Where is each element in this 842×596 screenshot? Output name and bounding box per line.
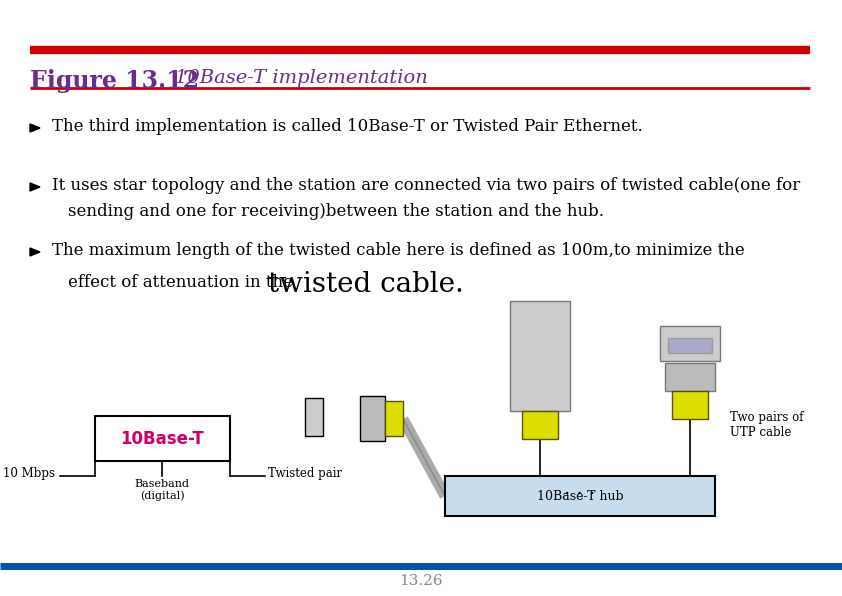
Text: Two pairs of
UTP cable: Two pairs of UTP cable xyxy=(730,411,803,439)
Text: Twisted pair: Twisted pair xyxy=(268,467,342,480)
Polygon shape xyxy=(30,248,40,256)
Bar xyxy=(672,391,708,419)
Text: It uses star topology and the station are connected via two pairs of twisted cab: It uses star topology and the station ar… xyxy=(52,177,800,194)
Bar xyxy=(510,301,570,411)
Bar xyxy=(665,363,715,391)
Text: The maximum length of the twisted cable here is defined as 100m,to minimize the: The maximum length of the twisted cable … xyxy=(52,242,745,259)
Text: sending and one for receiving)between the station and the hub.: sending and one for receiving)between th… xyxy=(68,203,604,220)
Bar xyxy=(360,396,385,441)
Bar xyxy=(522,411,558,439)
Text: twisted cable.: twisted cable. xyxy=(268,271,464,298)
Polygon shape xyxy=(30,124,40,132)
Text: 10Base-T hub: 10Base-T hub xyxy=(536,489,623,502)
Text: Figure 13.12: Figure 13.12 xyxy=(30,69,199,93)
Text: · · ·: · · · xyxy=(564,485,595,504)
Bar xyxy=(445,476,715,516)
Bar xyxy=(385,401,403,436)
Polygon shape xyxy=(30,183,40,191)
Text: 10Base-T: 10Base-T xyxy=(120,430,205,448)
Bar xyxy=(660,326,720,361)
Text: 10 Mbps: 10 Mbps xyxy=(3,467,55,480)
Bar xyxy=(95,416,230,461)
Text: Baseband
(digital): Baseband (digital) xyxy=(135,479,189,501)
Text: 13.26: 13.26 xyxy=(399,574,443,588)
Text: effect of attenuation in the: effect of attenuation in the xyxy=(68,274,298,291)
Bar xyxy=(305,398,323,436)
Text: The third implementation is called 10Base-T or Twisted Pair Ethernet.: The third implementation is called 10Bas… xyxy=(52,118,642,135)
Text: 10Base-T implementation: 10Base-T implementation xyxy=(175,69,428,87)
Bar xyxy=(668,338,712,353)
